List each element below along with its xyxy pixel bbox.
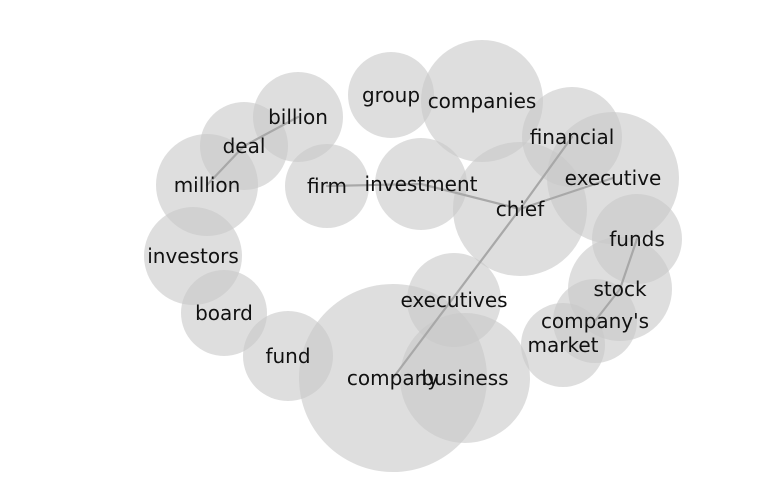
link-funds-stock: [618, 237, 639, 291]
word-label-investors: investors: [147, 244, 239, 268]
word-label-deal: deal: [223, 134, 266, 158]
word-label-chief: chief: [496, 197, 546, 221]
word-label-executives: executives: [400, 288, 507, 312]
word-label-executive: executive: [565, 166, 662, 190]
link-deal-million: [205, 144, 246, 187]
word-label-financial: financial: [530, 125, 615, 149]
word-label-companys: company's: [541, 309, 649, 333]
bubble-board: [181, 270, 267, 356]
link-billion-deal: [242, 115, 300, 148]
word-label-funds: funds: [609, 227, 665, 251]
bubble-business: [400, 313, 530, 443]
word-label-company: company: [347, 366, 439, 390]
bubble-market: [521, 303, 605, 387]
word-label-fund: fund: [265, 344, 310, 368]
word-label-market: market: [528, 333, 599, 357]
word-label-firm: firm: [307, 174, 347, 198]
word-label-business: business: [421, 366, 508, 390]
bubble-companies: [421, 40, 543, 162]
link-chief-company: [391, 207, 522, 380]
word-label-billion: billion: [268, 105, 328, 129]
word-label-investment: investment: [365, 172, 478, 196]
link-chief-financial: [518, 135, 574, 211]
word-label-companies: companies: [428, 89, 537, 113]
link-firm-investment: [325, 182, 423, 188]
link-investment-chief: [419, 182, 522, 211]
link-stock-companys: [593, 287, 622, 323]
word-label-group: group: [362, 83, 420, 107]
link-layer: [205, 115, 639, 380]
word-label-stock: stock: [593, 277, 646, 301]
word-label-board: board: [195, 301, 253, 325]
bubble-group: [348, 52, 434, 138]
link-chief-executive: [518, 176, 615, 211]
word-label-million: million: [174, 173, 241, 197]
